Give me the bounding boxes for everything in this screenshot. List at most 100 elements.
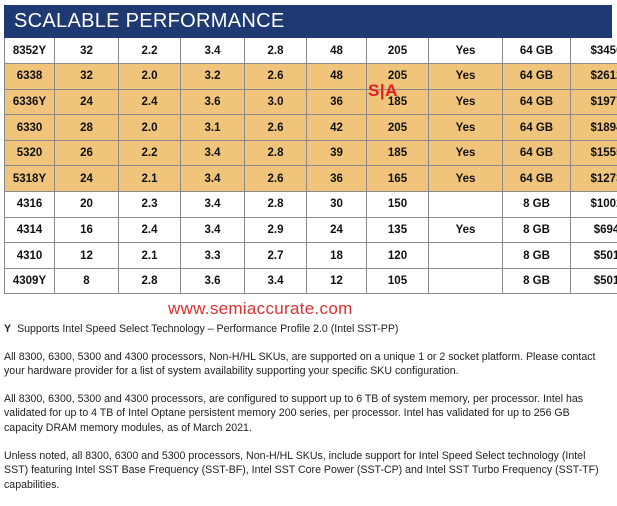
table-cell: 2.8 <box>244 38 307 65</box>
footnote-platform: All 8300, 6300, 5300 and 4300 processors… <box>4 350 596 378</box>
table-cell: 205 <box>366 114 429 141</box>
table-cell: 8 GB <box>502 242 571 269</box>
table-cell: 2.3 <box>118 191 181 218</box>
sku-cell: 6336Y <box>4 89 55 116</box>
table-cell: 64 GB <box>502 89 571 116</box>
table-cell: 2.2 <box>118 140 181 167</box>
table-cell: 2.1 <box>118 165 181 193</box>
table-cell: 3.4 <box>180 140 245 167</box>
table-cell: 24 <box>54 165 119 193</box>
table-cell: 12 <box>306 268 367 295</box>
table-cell: 3.4 <box>180 38 245 65</box>
table-cell: $1002 <box>570 191 617 218</box>
table-cell: 3.6 <box>180 268 245 295</box>
table-cell: 2.0 <box>118 114 181 141</box>
table-cell: 8 GB <box>502 268 571 295</box>
table-cell: 2.2 <box>118 38 181 65</box>
table-cell: 135 <box>366 217 429 244</box>
table-cell: 48 <box>306 63 367 90</box>
table-cell: 3.6 <box>180 89 245 116</box>
sku-cell: 5318Y <box>4 165 55 193</box>
table-cell: 32 <box>54 38 119 65</box>
table-row: 4310 12 2.1 3.3 2.7 18 120 8 GB $501 <box>4 242 617 269</box>
table-cell: 2.6 <box>244 114 307 141</box>
table-cell: Yes <box>428 38 503 65</box>
table-cell: 185 <box>366 89 429 116</box>
table-cell: 2.0 <box>118 63 181 90</box>
table-cell: $1273 <box>570 165 617 193</box>
sku-cell: 5320 <box>4 140 55 167</box>
table-cell: 64 GB <box>502 38 571 65</box>
table-cell: 24 <box>306 217 367 244</box>
table-cell: 2.4 <box>118 217 181 244</box>
table-cell: 3.4 <box>180 191 245 218</box>
table-cell: 2.6 <box>244 63 307 90</box>
table-cell: 42 <box>306 114 367 141</box>
footnote-memory: All 8300, 6300, 5300 and 4300 processors… <box>4 392 584 434</box>
table-cell: Yes <box>428 63 503 90</box>
sku-cell: 4310 <box>4 242 55 269</box>
semiaccurate-url-watermark: www.semiaccurate.com <box>168 299 353 318</box>
table-cell: 36 <box>306 89 367 116</box>
sku-cell: 6330 <box>4 114 55 141</box>
table-cell: 36 <box>306 165 367 193</box>
table-cell: 2.8 <box>244 191 307 218</box>
table-cell: 28 <box>54 114 119 141</box>
table-cell: 32 <box>54 63 119 90</box>
table-cell: 8 GB <box>502 217 571 244</box>
table-cell: $1977 <box>570 89 617 116</box>
table-cell: 20 <box>54 191 119 218</box>
table-cell: 205 <box>366 38 429 65</box>
table-cell: 64 GB <box>502 114 571 141</box>
table-cell: Yes <box>428 114 503 141</box>
footnote-y-text: Supports Intel Speed Select Technology –… <box>17 323 399 335</box>
table-cell: 3.4 <box>180 165 245 193</box>
table-cell: 2.8 <box>118 268 181 295</box>
table-cell: 120 <box>366 242 429 269</box>
table-cell: 24 <box>54 89 119 116</box>
table-cell: 3.2 <box>180 63 245 90</box>
table-cell: 185 <box>366 140 429 167</box>
table-cell: $1894 <box>570 114 617 141</box>
table-cell: 12 <box>54 242 119 269</box>
footnote-y-mark: Y <box>4 323 12 335</box>
table-cell: 8 GB <box>502 191 571 218</box>
footnote-sst: Unless noted, all 8300, 6300 and 5300 pr… <box>4 449 599 491</box>
table-cell: 3.3 <box>180 242 245 269</box>
table-cell: $501 <box>570 268 617 295</box>
table-cell: 2.6 <box>244 165 307 193</box>
table-cell: $694 <box>570 217 617 244</box>
table-cell: 39 <box>306 140 367 167</box>
sku-cell: 4316 <box>4 191 55 218</box>
table-cell: 26 <box>54 140 119 167</box>
footnotes: Y Supports Intel Speed Select Technology … <box>4 322 610 505</box>
table-cell: 150 <box>366 191 429 218</box>
table-cell: 3.0 <box>244 89 307 116</box>
table-title: SCALABLE PERFORMANCE <box>4 5 612 38</box>
sku-cell: 4309Y <box>4 268 55 295</box>
table-cell <box>428 191 503 218</box>
table-cell: 2.1 <box>118 242 181 269</box>
semiaccurate-logo-watermark: S|A <box>368 81 398 100</box>
table-cell: $2612 <box>570 63 617 90</box>
table-cell: 3.4 <box>180 217 245 244</box>
table-cell: 105 <box>366 268 429 295</box>
table-cell: 8 <box>54 268 119 295</box>
sku-cell: 8352Y <box>4 38 55 65</box>
table-cell: 2.8 <box>244 140 307 167</box>
table-cell: 48 <box>306 38 367 65</box>
table-cell: 3.1 <box>180 114 245 141</box>
table-cell: Yes <box>428 140 503 167</box>
table-cell <box>428 242 503 269</box>
table-cell: 2.4 <box>118 89 181 116</box>
table-cell: 64 GB <box>502 63 571 90</box>
table-cell: 64 GB <box>502 140 571 167</box>
table-cell: Yes <box>428 89 503 116</box>
table-cell: Yes <box>428 165 503 193</box>
